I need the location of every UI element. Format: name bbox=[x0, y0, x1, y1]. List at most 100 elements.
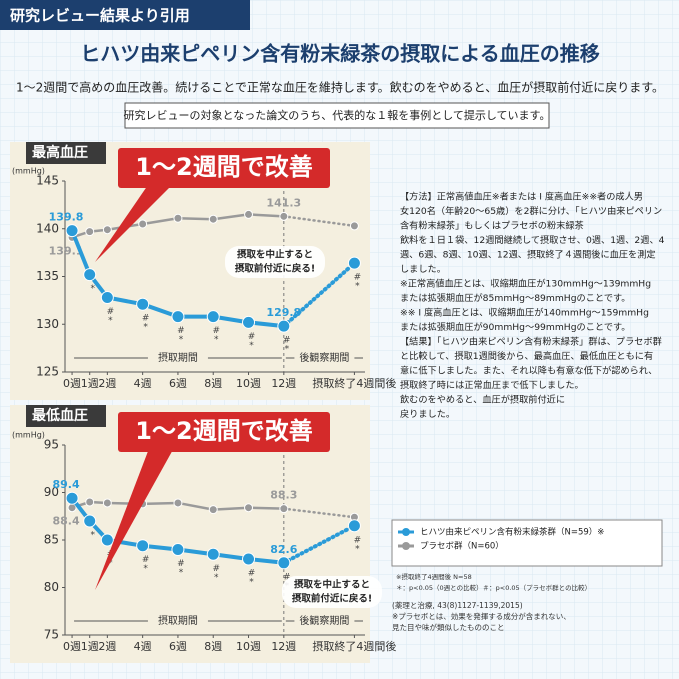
point bbox=[277, 556, 291, 570]
significance-mark: # bbox=[212, 326, 220, 336]
significance-mark: * bbox=[214, 573, 219, 583]
value-label: 88.3 bbox=[270, 489, 297, 502]
significance-mark: # bbox=[248, 332, 256, 342]
y-tick-label: 140 bbox=[36, 221, 59, 235]
line-segment bbox=[211, 506, 250, 511]
y-tick-label: 95 bbox=[44, 438, 59, 452]
y-tick-label: 80 bbox=[44, 580, 59, 594]
point bbox=[349, 221, 359, 231]
point bbox=[279, 211, 289, 221]
period-label: 摂取期間 bbox=[158, 614, 198, 627]
period-label: 摂取期間 bbox=[158, 351, 198, 364]
significance-mark: * bbox=[143, 323, 148, 333]
point bbox=[102, 498, 112, 508]
annotation: 摂取前付近に戻る! bbox=[235, 263, 315, 275]
x-tick-label: 1週 bbox=[81, 640, 99, 653]
y-tick-label: 125 bbox=[36, 365, 59, 379]
point bbox=[244, 503, 254, 513]
line-segment bbox=[247, 506, 286, 510]
point bbox=[206, 547, 220, 561]
period-label-bg bbox=[294, 351, 355, 365]
chart-title: 最高血圧 bbox=[32, 144, 88, 161]
line-segment bbox=[141, 501, 180, 506]
significance-mark: # bbox=[142, 555, 150, 565]
unit-label: (mmHg) bbox=[12, 431, 45, 440]
y-tick-label: 90 bbox=[44, 485, 59, 499]
point bbox=[138, 219, 148, 229]
period-label: 後観察期間 bbox=[299, 351, 349, 364]
x-tick-label: 8週 bbox=[204, 640, 222, 653]
significance-mark: # bbox=[177, 559, 185, 569]
significance-mark: * bbox=[249, 578, 254, 588]
callout: 1～2週間で改善 bbox=[135, 417, 312, 445]
point bbox=[85, 497, 95, 507]
point bbox=[206, 310, 220, 324]
point bbox=[100, 291, 114, 305]
significance-mark: * bbox=[143, 564, 148, 574]
line-segment bbox=[141, 216, 180, 226]
method-text: 飲料を１日１袋、12週間継続して摂取させ、0週、1週、2週、4 bbox=[400, 234, 665, 246]
point bbox=[100, 533, 114, 547]
significance-mark: # bbox=[354, 273, 362, 283]
legend-note: ＊：p<0.05（0週との比較）＃：p<0.05（プラセボ群との比較） bbox=[396, 583, 591, 592]
point bbox=[171, 543, 185, 556]
y-tick-label: 145 bbox=[36, 174, 59, 188]
method-text: 飲むのをやめると、血圧が摂取前付近に bbox=[400, 394, 565, 406]
x-tick-label: 0週 bbox=[63, 377, 81, 390]
line-segment bbox=[176, 501, 215, 511]
y-tick-label: 75 bbox=[44, 628, 59, 642]
significance-mark: # bbox=[212, 564, 220, 574]
point bbox=[83, 514, 97, 528]
legend-marker bbox=[402, 542, 410, 550]
significance-mark: * bbox=[355, 544, 360, 554]
point bbox=[65, 224, 79, 238]
callout-arrow bbox=[95, 182, 175, 262]
line-segment bbox=[70, 228, 92, 277]
note: 研究レビューの対象となった論文のうち、代表的な１報を事例として提示しています。 bbox=[124, 108, 551, 122]
x-tick-label: 摂取終了4週間後 bbox=[312, 639, 396, 653]
x-tick-label: 摂取終了4週間後 bbox=[312, 376, 396, 390]
point bbox=[279, 504, 289, 514]
line-segment bbox=[211, 213, 250, 221]
significance-mark: # bbox=[354, 535, 362, 545]
significance-mark: # bbox=[283, 572, 291, 582]
value-label: 89.4 bbox=[52, 478, 79, 491]
legend-label: プラセボ群（N=60） bbox=[420, 541, 504, 552]
value-label: 139.1 bbox=[49, 244, 84, 257]
period-label: 後観察期間 bbox=[299, 614, 349, 627]
subtitle: 1～2週間で高めの血圧改善。続けることで正常な血圧を維持します。飲むのをやめると… bbox=[16, 80, 664, 95]
method-text: しました。 bbox=[400, 264, 446, 275]
point bbox=[102, 225, 112, 235]
significance-mark: * bbox=[179, 568, 184, 578]
point bbox=[242, 552, 256, 566]
significance-mark: * bbox=[249, 341, 254, 351]
value-label: 139.8 bbox=[49, 211, 84, 224]
method-text: 女120名（年齢20～65歳）を2群に分け、「ヒハツ由来ピペリン bbox=[400, 205, 662, 217]
significance-mark: # bbox=[142, 314, 150, 324]
method-text: 戻りました。 bbox=[400, 408, 455, 420]
line-segment bbox=[282, 215, 356, 228]
significance-mark: * bbox=[355, 282, 360, 292]
period-label-bg bbox=[147, 614, 208, 628]
tag: 研究レビュー結果より引用 bbox=[10, 7, 190, 25]
chart-title-box bbox=[26, 405, 106, 427]
point bbox=[65, 491, 79, 505]
legend-label: ヒハツ由来ピペリン含有粉末緑茶群（N=59）※ bbox=[420, 527, 604, 538]
point bbox=[244, 209, 254, 219]
line-segment bbox=[247, 213, 286, 218]
point bbox=[136, 539, 150, 553]
point bbox=[208, 505, 218, 515]
point bbox=[242, 315, 256, 329]
method-text: ※※ I 度高血圧とは、収縮期血圧が140mmHg～159mmHg bbox=[400, 307, 649, 319]
callout: 1～2週間で改善 bbox=[135, 153, 312, 181]
x-tick-label: 8週 bbox=[204, 377, 222, 390]
method-text: または拡張期血圧が85mmHg～89mmHgのことです。 bbox=[400, 292, 630, 304]
footnote: (薬理と治療, 43(8)1127-1139,2015) bbox=[392, 600, 523, 610]
significance-mark: * bbox=[214, 335, 219, 345]
footnote: 見た目や味が類似したもののこと bbox=[392, 622, 505, 632]
point bbox=[347, 519, 361, 533]
x-tick-label: 4週 bbox=[134, 640, 152, 653]
period-label-bg bbox=[294, 614, 355, 628]
value-label: 82.6 bbox=[270, 543, 297, 556]
